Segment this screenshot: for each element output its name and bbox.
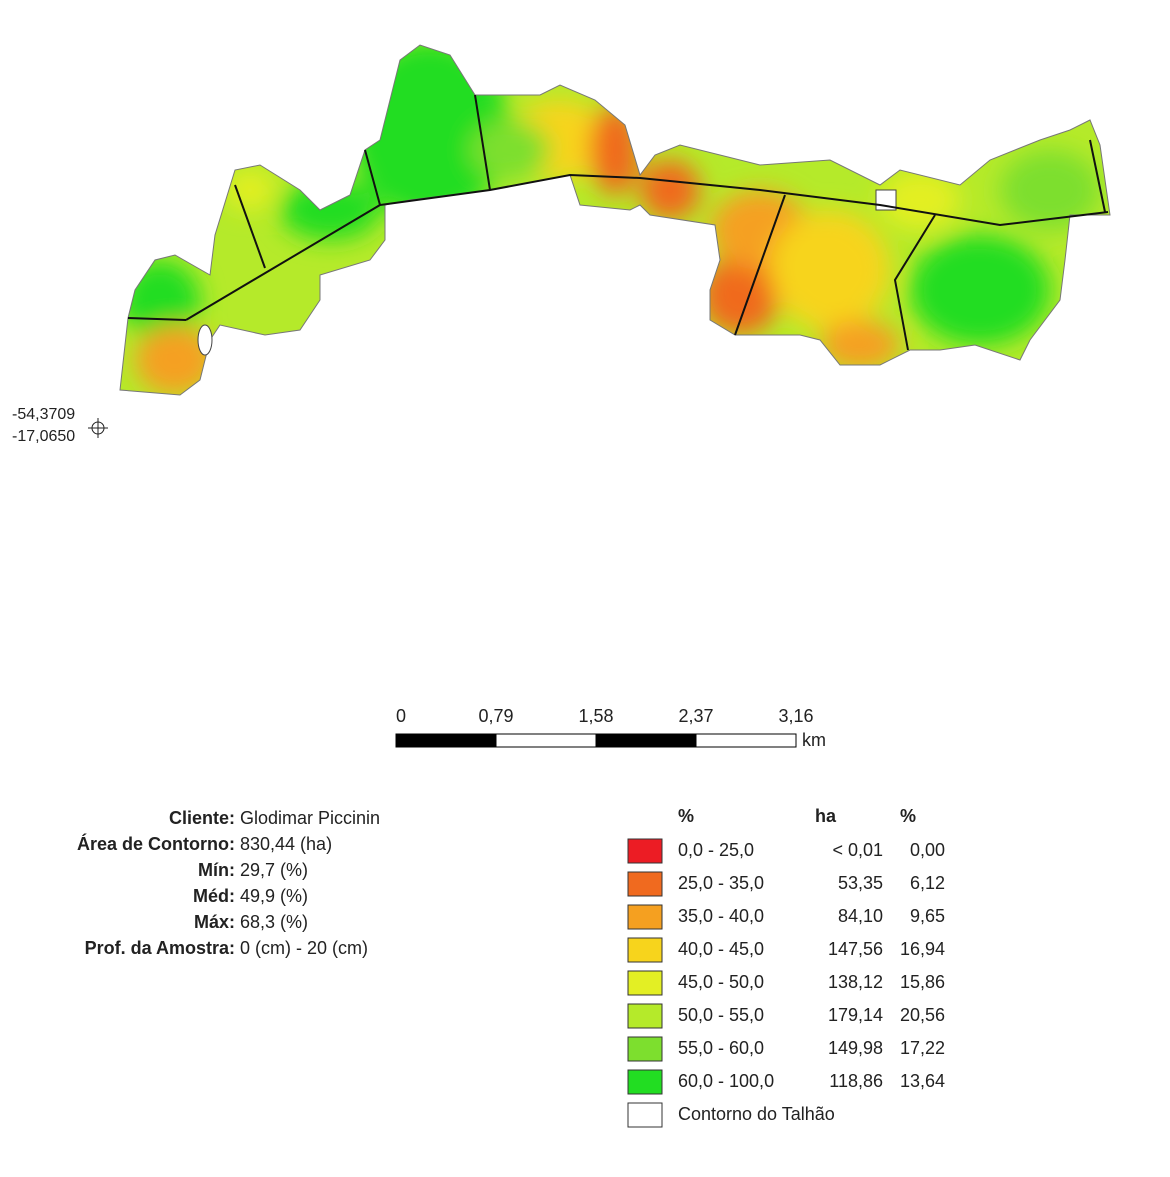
scale-unit: km <box>802 730 826 750</box>
scale-tick-label: 2,37 <box>678 706 713 726</box>
legend-range: 50,0 - 55,0 <box>678 1005 764 1025</box>
legend-range: 0,0 - 25,0 <box>678 840 754 860</box>
info-label: Área de Contorno: <box>77 833 235 854</box>
info-label: Cliente: <box>169 808 235 828</box>
legend-swatch <box>627 1102 663 1128</box>
scale-tick-label: 1,58 <box>578 706 613 726</box>
legend-pct: 9,65 <box>910 906 945 926</box>
legend-ha: 84,10 <box>838 906 883 926</box>
legend-swatch <box>627 970 663 996</box>
info-value: 0 (cm) - 20 (cm) <box>240 938 368 958</box>
info-value: 830,44 (ha) <box>240 834 332 854</box>
info-label: Méd: <box>193 886 235 906</box>
scale-tick-label: 0,79 <box>478 706 513 726</box>
info-label: Mín: <box>198 860 235 880</box>
legend-range: 40,0 - 45,0 <box>678 939 764 959</box>
legend-range: 25,0 - 35,0 <box>678 873 764 893</box>
legend-header: % <box>900 806 916 826</box>
legend-pct: 17,22 <box>900 1038 945 1058</box>
legend-pct: 13,64 <box>900 1071 945 1091</box>
legend-pct: 0,00 <box>910 840 945 860</box>
legend-range: 35,0 - 40,0 <box>678 906 764 926</box>
legend-swatch <box>627 1003 663 1029</box>
info-value: 29,7 (%) <box>240 860 308 880</box>
scale-tick-label: 3,16 <box>778 706 813 726</box>
info-value: 68,3 (%) <box>240 912 308 932</box>
legend-header: ha <box>815 806 837 826</box>
legend-pct: 16,94 <box>900 939 945 959</box>
latitude: -17,0650 <box>12 428 75 445</box>
scale-bar <box>395 733 797 748</box>
legend-ha: 179,14 <box>828 1005 883 1025</box>
legend-ha: 118,86 <box>829 1071 883 1091</box>
legend-pct: 20,56 <box>900 1005 945 1025</box>
legend-swatch <box>627 904 663 930</box>
scale-tick-label: 0 <box>396 706 406 726</box>
info-label: Prof. da Amostra: <box>85 938 235 958</box>
legend-ha: 53,35 <box>838 873 883 893</box>
legend-range: 45,0 - 50,0 <box>678 972 764 992</box>
legend-header: % <box>678 806 694 826</box>
legend-outline: Contorno do Talhão <box>678 1104 835 1124</box>
legend-ha: 147,56 <box>828 939 883 959</box>
longitude: -54,3709 <box>12 406 75 423</box>
excluded-area <box>197 324 213 356</box>
legend-ha: 138,12 <box>828 972 883 992</box>
legend-ha: < 0,01 <box>832 840 883 860</box>
info-value: 49,9 (%) <box>240 886 308 906</box>
legend-swatch <box>627 871 663 897</box>
boundaries <box>127 94 1109 351</box>
legend-ha: 149,98 <box>828 1038 883 1058</box>
legend-pct: 15,86 <box>900 972 945 992</box>
legend-pct: 6,12 <box>910 873 945 893</box>
legend-swatch <box>627 1069 663 1095</box>
legend-swatch <box>627 937 663 963</box>
crosshair <box>88 418 108 438</box>
info-label: Máx: <box>194 912 235 932</box>
legend-swatch <box>627 1036 663 1062</box>
legend-swatch <box>627 838 663 864</box>
legend-range: 55,0 - 60,0 <box>678 1038 764 1058</box>
legend-range: 60,0 - 100,0 <box>678 1071 774 1091</box>
info-value: Glodimar Piccinin <box>240 808 380 828</box>
